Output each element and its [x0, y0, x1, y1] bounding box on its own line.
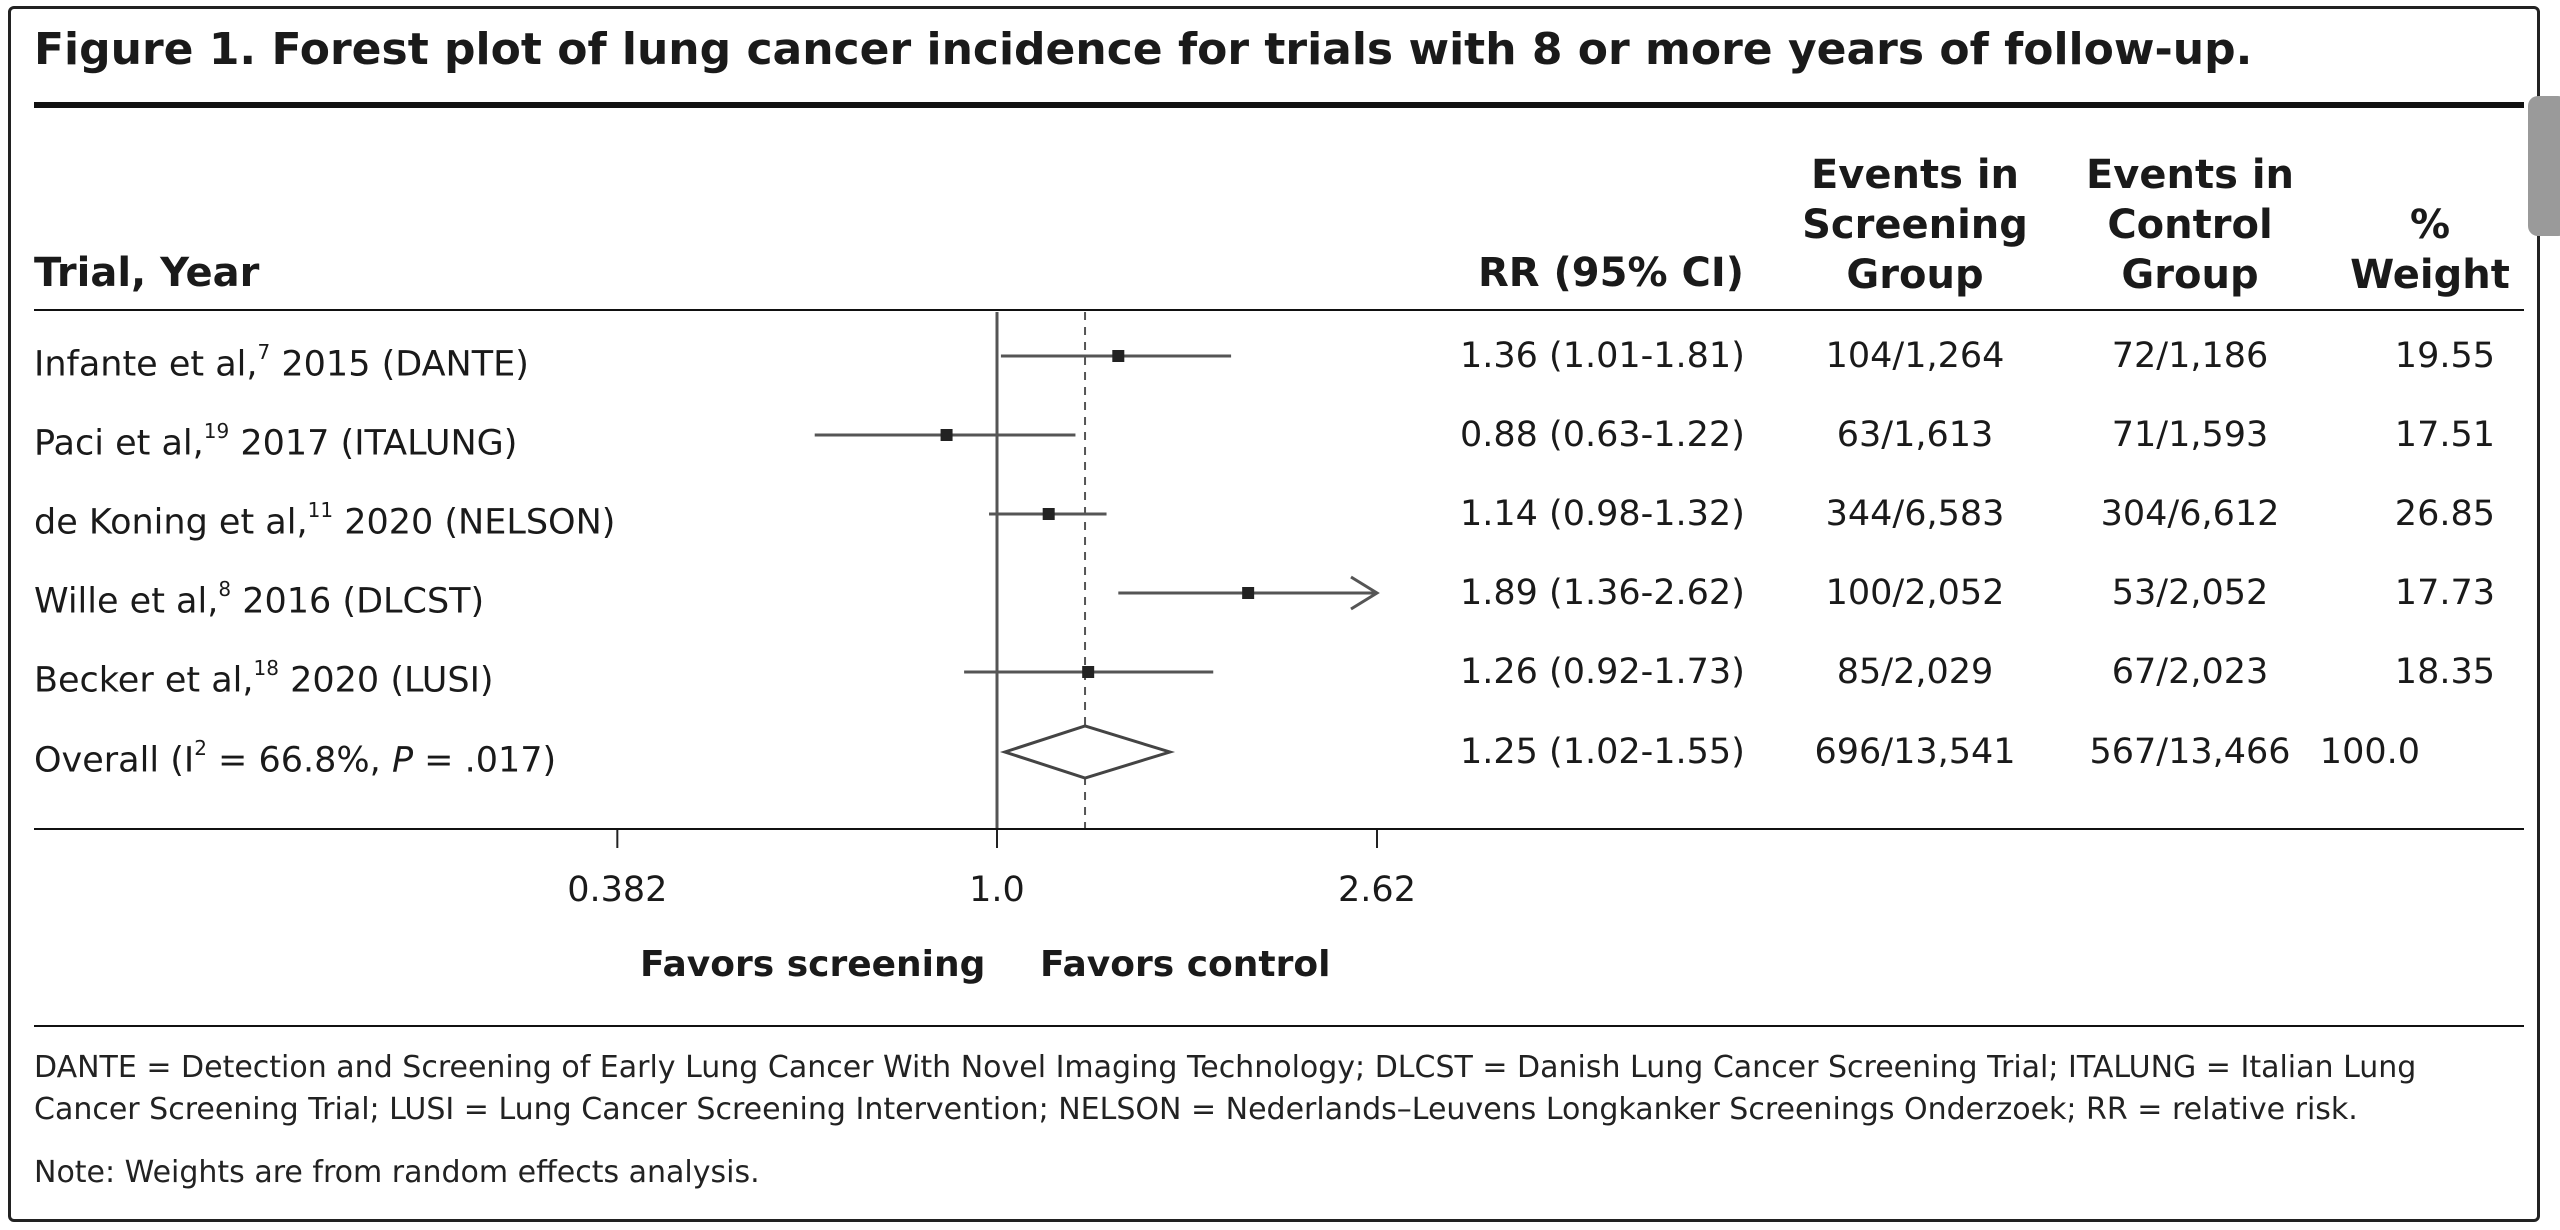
screening-events: 104/1,264	[1825, 336, 2005, 376]
rr-value: 1.14 (0.98-1.32)	[1460, 494, 1745, 534]
control-events: 304/6,612	[2100, 494, 2280, 534]
point-estimate	[1042, 508, 1055, 520]
control-events: 67/2,023	[2111, 652, 2269, 692]
trial-label: Becker et al,18 2020 (LUSI)	[34, 656, 494, 701]
screening-events: 100/2,052	[1825, 573, 2005, 613]
header-trial: Trial, Year	[34, 250, 260, 296]
screening-events: 63/1,613	[1836, 415, 1994, 455]
header-weight: % Weight	[2350, 202, 2510, 298]
axis-rule	[34, 828, 2524, 830]
header-control: Events in Control Group	[2085, 152, 2295, 298]
favors-screening-label: Favors screening	[640, 944, 986, 985]
figure-title: Figure 1. Forest plot of lung cancer inc…	[34, 24, 2253, 75]
point-estimate	[1082, 666, 1095, 678]
header-screening: Events in Screening Group	[1802, 152, 2028, 298]
footnote-rule	[34, 1025, 2524, 1027]
overall-diamond	[999, 724, 1176, 780]
ci-arrow	[1350, 575, 1380, 611]
screening-events: 344/6,583	[1825, 494, 2005, 534]
point-estimate	[1242, 587, 1255, 599]
overall-screening-events: 696/13,541	[1814, 732, 2016, 772]
weight-value: 26.85	[2394, 494, 2495, 534]
rr-value: 0.88 (0.63-1.22)	[1460, 415, 1745, 455]
abbreviations-footnote: DANTE = Detection and Screening of Early…	[34, 1050, 2417, 1127]
trial-label: Infante et al,7 2015 (DANTE)	[34, 340, 529, 385]
weights-note: Note: Weights are from random effects an…	[34, 1155, 760, 1190]
header-rule	[34, 309, 2524, 311]
overall-weight-value: 100.0	[2319, 732, 2420, 772]
rr-value: 1.36 (1.01-1.81)	[1460, 336, 1745, 376]
weight-value: 17.73	[2394, 573, 2495, 613]
overall-label: Overall (I2 = 66.8%, P = .017)	[34, 736, 557, 781]
trial-label: de Koning et al,11 2020 (NELSON)	[34, 498, 616, 543]
weight-value: 19.55	[2394, 336, 2495, 376]
header-rr: RR (95% CI)	[1478, 250, 1744, 296]
control-events: 72/1,186	[2111, 336, 2269, 376]
rr-value: 1.89 (1.36-2.62)	[1460, 573, 1745, 613]
trial-label: Paci et al,19 2017 (ITALUNG)	[34, 419, 518, 464]
point-estimate	[1112, 350, 1125, 362]
figure-frame	[8, 6, 2540, 1222]
overall-control-events: 567/13,466	[2089, 732, 2291, 772]
x-tick-label: 2.62	[1338, 870, 1416, 910]
scroll-handle[interactable]	[2528, 96, 2560, 236]
x-tick-label: 0.382	[567, 870, 668, 910]
weight-value: 18.35	[2394, 652, 2495, 692]
rr-value: 1.26 (0.92-1.73)	[1460, 652, 1745, 692]
favors-control-label: Favors control	[1040, 944, 1331, 985]
overall-rr-value: 1.25 (1.02-1.55)	[1460, 732, 1745, 772]
trial-label: Wille et al,8 2016 (DLCST)	[34, 577, 485, 622]
control-events: 71/1,593	[2111, 415, 2269, 455]
title-rule	[34, 102, 2524, 108]
weight-value: 17.51	[2394, 415, 2495, 455]
control-events: 53/2,052	[2111, 573, 2269, 613]
x-tick-label: 1.0	[969, 870, 1025, 910]
point-estimate	[940, 429, 953, 441]
screening-events: 85/2,029	[1836, 652, 1994, 692]
